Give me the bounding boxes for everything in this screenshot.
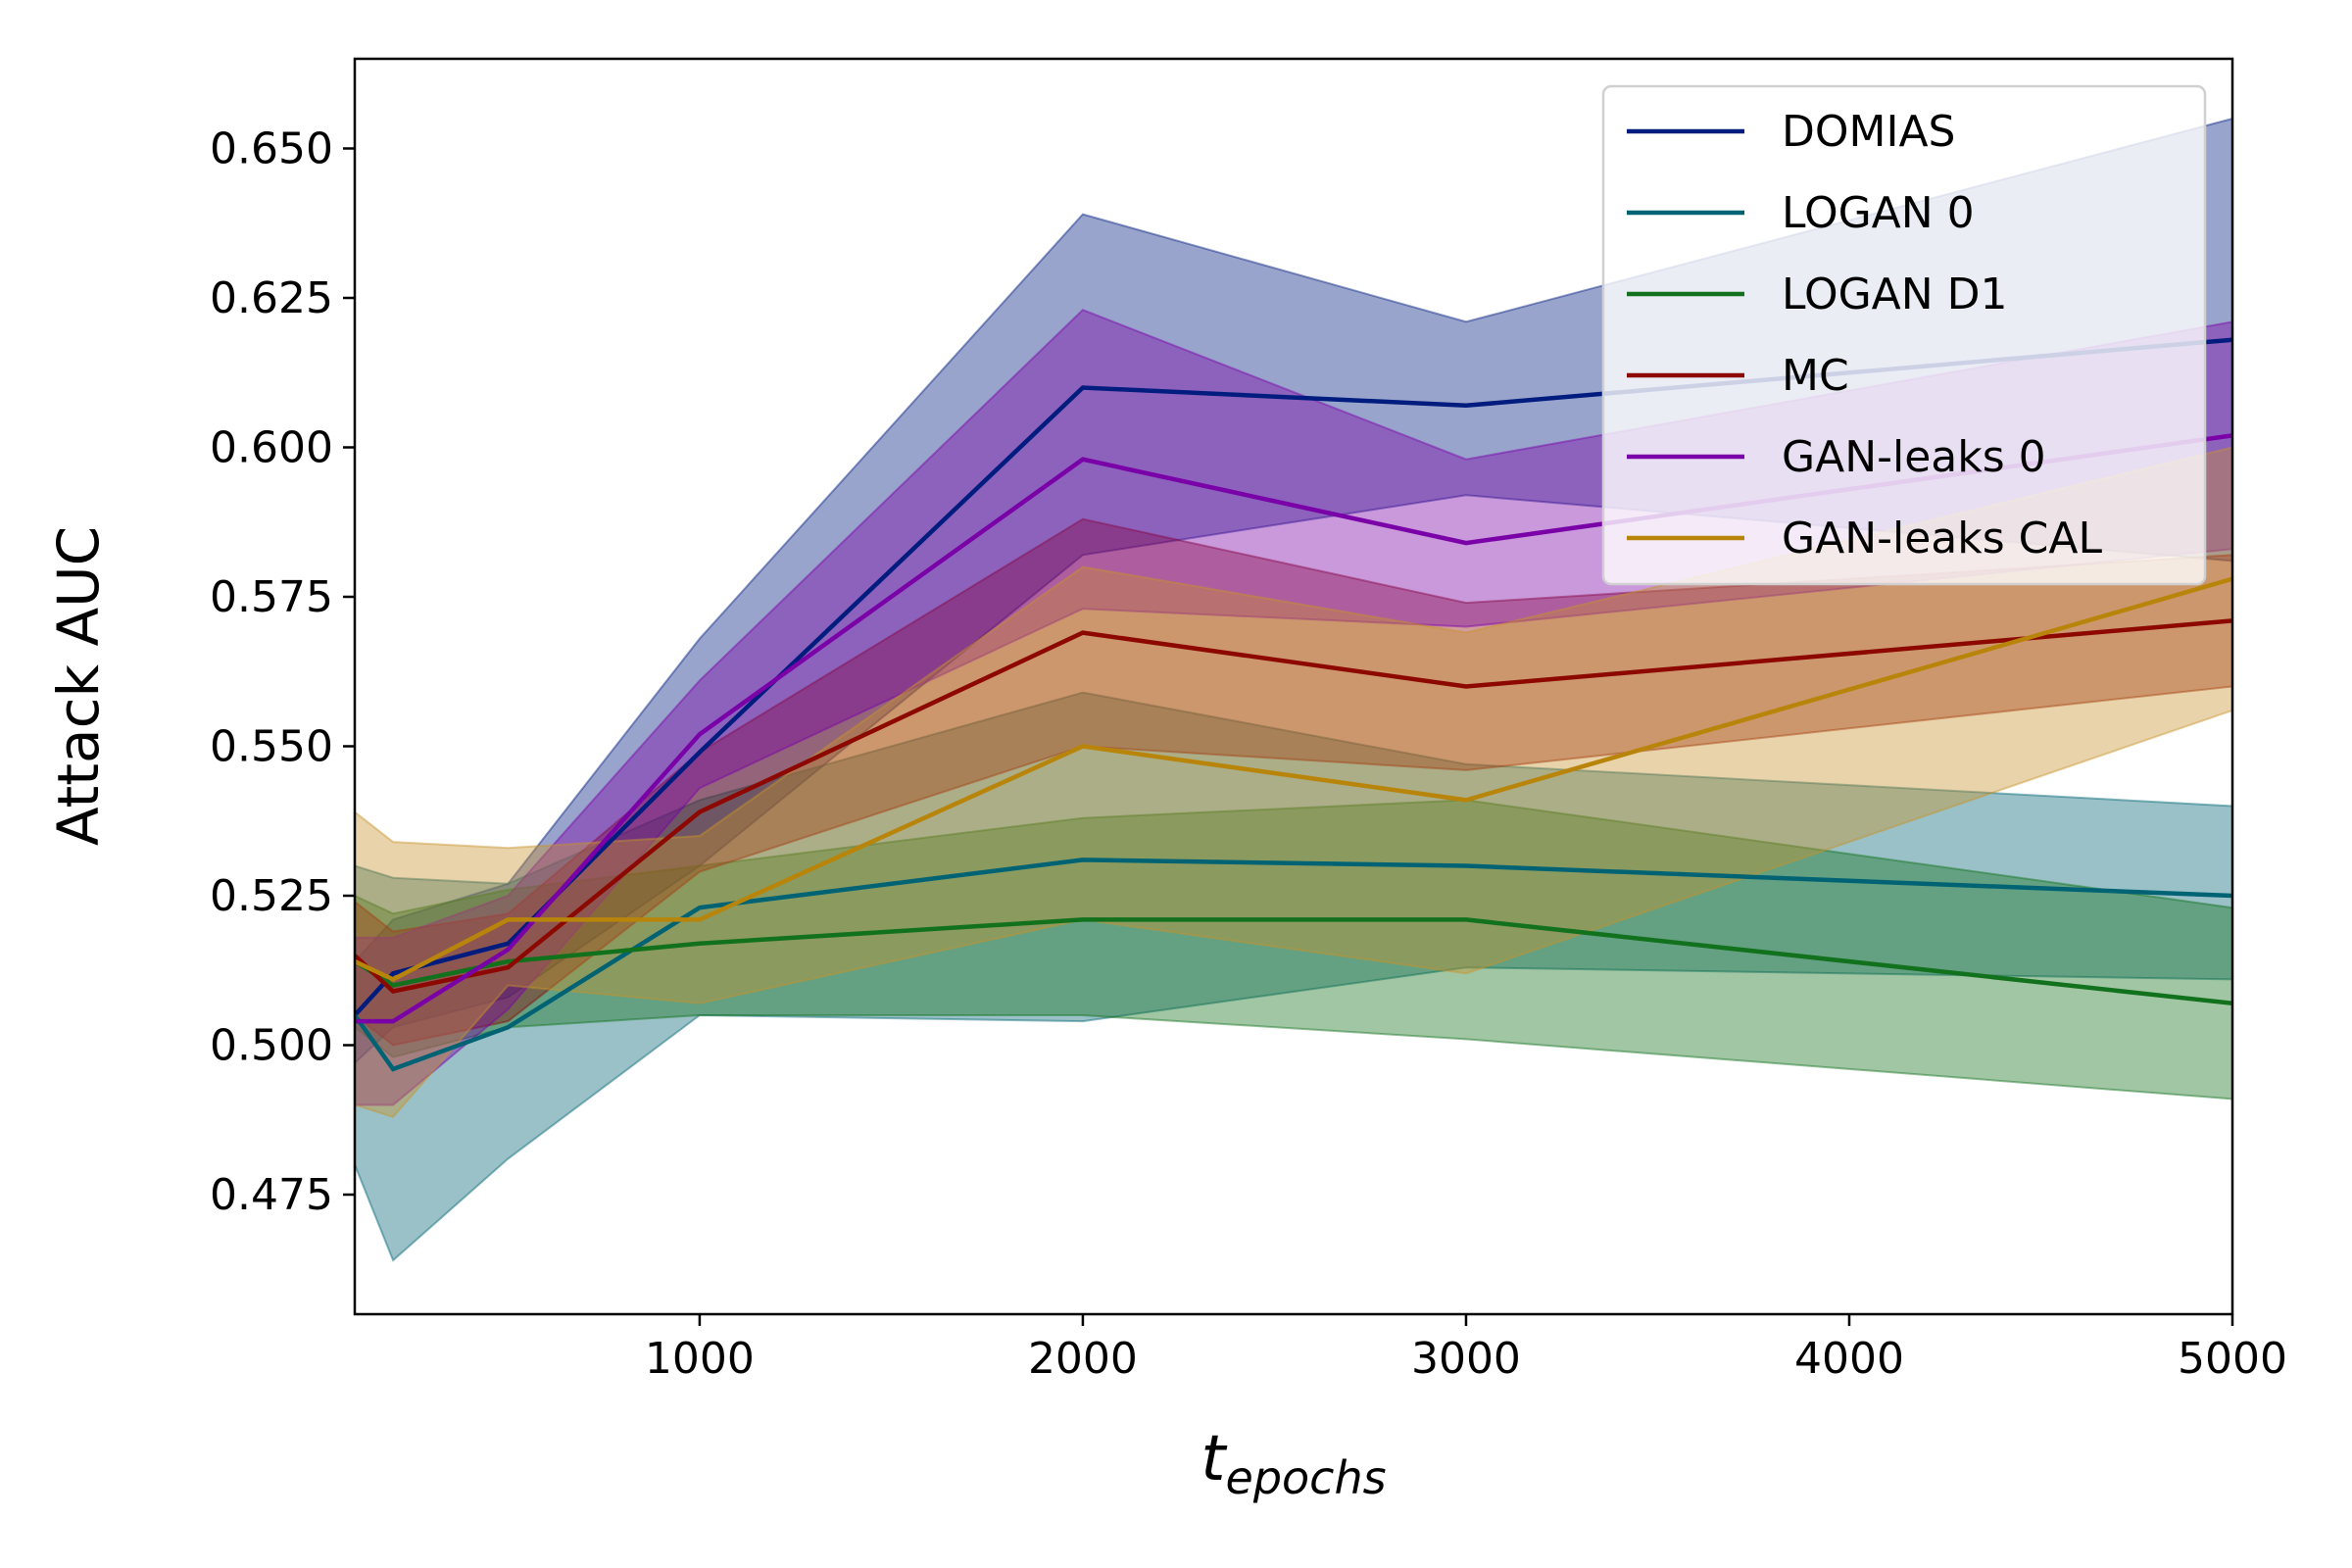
x-tick-label-4000: 4000 [1794, 1334, 1904, 1384]
y-tick-label-0.650: 0.650 [210, 124, 333, 174]
x-tick-label-5000: 5000 [2178, 1334, 2287, 1384]
y-tick-label-0.500: 0.500 [210, 1021, 333, 1071]
band-gan-leaks-cal [355, 446, 2232, 1118]
legend-item-gan-leaks-0: GAN-leaks 0 [1627, 432, 2046, 482]
y-axis: 0.475 0.500 0.525 0.550 0.575 0.600 0.625 0.650 [210, 124, 355, 1220]
y-tick-label-0.550: 0.550 [210, 722, 333, 772]
legend-box [1601, 84, 2207, 586]
series-lines [355, 337, 2232, 1072]
legend-item-logan-0: LOGAN 0 [1627, 188, 1975, 238]
band-mc [355, 517, 2232, 1047]
line-domias [355, 337, 2232, 1017]
legend: DOMIAS LOGAN 0 LOGAN D1 MC GAN-leaks 0 GAN-le… [1601, 84, 2207, 586]
y-tick-label-0.525: 0.525 [210, 871, 333, 921]
legend-item-logan-d1: LOGAN D1 [1627, 270, 2008, 319]
y-axis-label: Attack AUC [45, 526, 112, 846]
legend-item-domias: DOMIAS [1627, 107, 1955, 157]
y-tick-label-0.475: 0.475 [210, 1170, 333, 1220]
x-tick-label-2000: 2000 [1028, 1334, 1138, 1384]
y-tick-label-0.575: 0.575 [210, 572, 333, 622]
line-logan-d1 [355, 917, 2232, 1006]
line-gan-leaks-0 [355, 433, 2232, 1024]
line-logan-0 [355, 858, 2232, 1072]
x-axis-label: tepochs [1200, 1423, 1386, 1504]
x-axis-label-main: t [1200, 1423, 1228, 1495]
legend-label: DOMIAS [1782, 107, 1955, 157]
legend-label: GAN-leaks 0 [1782, 432, 2046, 482]
legend-label: LOGAN 0 [1782, 188, 1975, 238]
legend-label: LOGAN D1 [1782, 270, 2008, 319]
y-tick-label-0.625: 0.625 [210, 273, 333, 323]
legend-label: GAN-leaks CAL [1782, 514, 2102, 564]
legend-item-gan-leaks-cal: GAN-leaks CAL [1627, 514, 2102, 564]
plot-frame [353, 57, 2234, 1316]
line-gan-leaks-cal [355, 576, 2232, 982]
y-tick-label-0.600: 0.600 [210, 423, 333, 473]
line-mc [355, 618, 2232, 995]
legend-label: MC [1782, 351, 1849, 401]
band-logan-0 [355, 691, 2232, 1262]
legend-item-mc: MC [1627, 351, 1849, 401]
x-tick-label-1000: 1000 [645, 1334, 755, 1384]
x-axis: 1000 2000 3000 4000 5000 [645, 1314, 2287, 1384]
x-tick-label-3000: 3000 [1411, 1334, 1521, 1384]
x-axis-label-sub: epochs [1226, 1451, 1387, 1504]
